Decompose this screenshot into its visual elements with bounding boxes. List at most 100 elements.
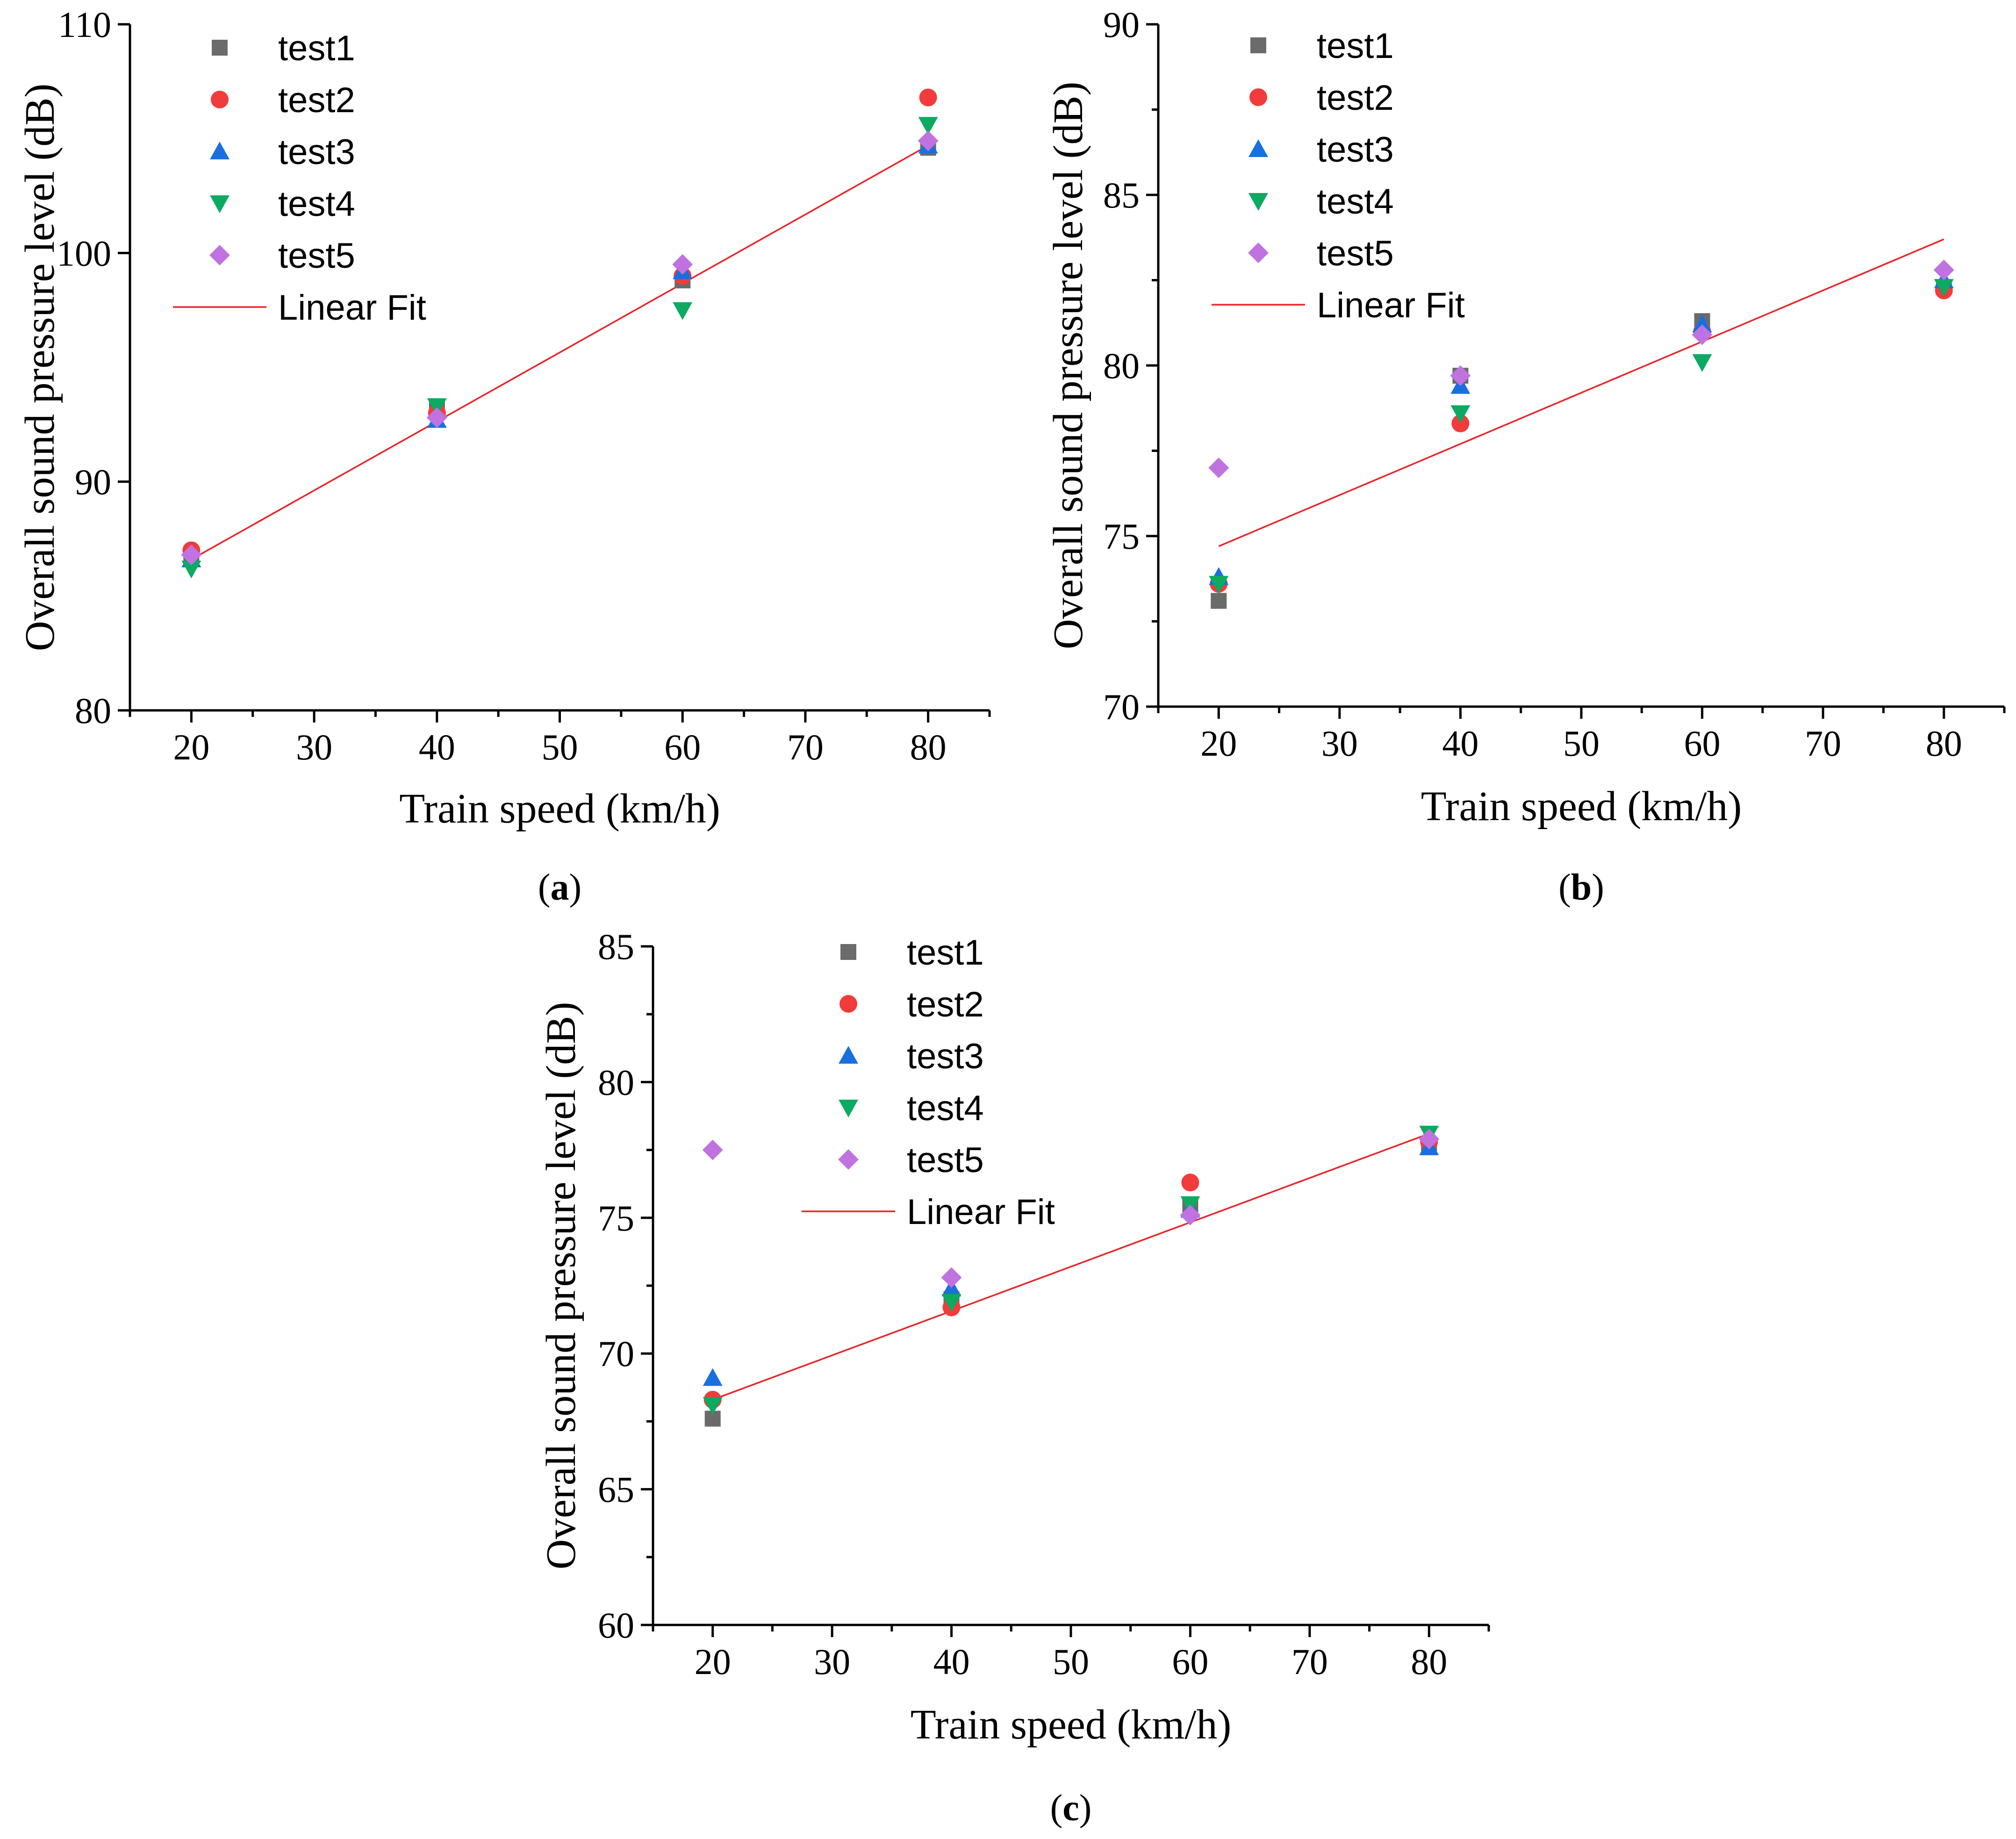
y-tick-label: 75 (598, 1198, 634, 1238)
x-tick-label: 30 (814, 1641, 850, 1682)
caption-open-paren: ( (538, 867, 551, 908)
y-tick-label: 70 (1103, 687, 1140, 727)
caption-close-paren: ) (1079, 1788, 1092, 1829)
legend: test1 test2 test3 test4 test5 Linear Fit (802, 933, 1055, 1232)
y-tick-label: 85 (598, 926, 634, 967)
legend-label-linear-fit: Linear Fit (1317, 286, 1465, 325)
x-tick-label: 80 (910, 727, 947, 767)
legend-marker-test5 (838, 1149, 859, 1170)
legend-label-test2: test2 (1317, 78, 1394, 118)
y-axis-title: Overall sound pressure level (dB) (538, 1002, 584, 1570)
x-tick-label: 50 (1053, 1641, 1089, 1682)
test5-point (1419, 1129, 1440, 1150)
x-tick-label: 70 (1291, 1641, 1328, 1682)
chart-panel-c: 20 30 40 50 60 70 80 60 65 70 75 80 85 Train speed (k… (538, 926, 1490, 1829)
test4-point (1692, 354, 1712, 372)
test4-point (1209, 576, 1229, 594)
legend-marker-test3 (839, 1046, 858, 1064)
test5-point (672, 254, 693, 275)
test4-point (673, 302, 693, 320)
caption-close-paren: ) (1592, 867, 1604, 908)
panel-caption: (a) (538, 867, 581, 908)
legend-label-linear-fit: Linear Fit (907, 1192, 1055, 1232)
legend-marker-test5 (1248, 243, 1269, 263)
test4-point (1450, 405, 1471, 423)
caption-letter: c (1062, 1788, 1079, 1829)
y-tick-label: 60 (598, 1605, 634, 1646)
linear-fit-line (191, 144, 929, 560)
x-tick-label: 50 (1563, 723, 1600, 764)
caption-close-paren: ) (569, 867, 582, 908)
x-tick-label: 20 (695, 1641, 731, 1682)
test2-point (1181, 1174, 1199, 1192)
test2-point (1451, 415, 1470, 433)
x-tick-label: 20 (173, 727, 209, 767)
legend-marker-test3 (210, 142, 230, 159)
legend-marker-test1 (1250, 37, 1266, 53)
x-tick-label: 80 (1926, 723, 1962, 764)
caption-open-paren: ( (1050, 1788, 1063, 1829)
x-tick-label: 70 (787, 727, 824, 767)
x-tick-label: 40 (1442, 723, 1478, 764)
legend-label-test1: test1 (907, 933, 984, 973)
test5-point (1933, 259, 1954, 280)
y-tick-label: 65 (598, 1469, 634, 1510)
x-tick-label: 60 (1172, 1641, 1208, 1682)
x-tick-label: 40 (419, 727, 455, 767)
legend-marker-test4 (210, 195, 230, 213)
panel-caption: (c) (1050, 1788, 1092, 1829)
x-tick-label: 30 (1321, 723, 1358, 764)
x-axis-title: Train speed (km/h) (399, 786, 720, 832)
test5-point (1208, 458, 1229, 478)
legend-marker-test5 (209, 245, 230, 265)
y-tick-label: 90 (75, 462, 111, 502)
legend-label-test4: test4 (278, 184, 355, 224)
legend-marker-test4 (839, 1100, 858, 1117)
test4-point (181, 560, 201, 579)
legend-marker-test2 (1249, 88, 1267, 106)
legend-marker-test2 (839, 995, 857, 1013)
test4-point (427, 398, 447, 416)
test5-point (1692, 324, 1713, 345)
test4-point (918, 117, 938, 135)
x-tick-label: 30 (296, 727, 332, 767)
test5-point (702, 1139, 723, 1160)
x-tick-label: 60 (1684, 723, 1721, 764)
legend-label-test5: test5 (907, 1140, 984, 1180)
y-tick-label: 70 (598, 1333, 634, 1374)
linear-fit-line (1218, 238, 1944, 547)
legend-label-test2: test2 (907, 985, 984, 1024)
y-tick-label: 80 (75, 690, 111, 731)
legend-label-test5: test5 (1317, 234, 1394, 273)
y-axis-title: Overall sound pressure level (dB) (17, 84, 63, 651)
test3-point (703, 1368, 723, 1386)
test5-point (1180, 1204, 1201, 1225)
test4-point (703, 1397, 723, 1415)
legend-marker-test4 (1248, 193, 1268, 211)
y-axis-title: Overall sound pressure level (dB) (1045, 82, 1091, 650)
legend-label-linear-fit: Linear Fit (278, 288, 426, 328)
panel-caption: (b) (1558, 867, 1604, 908)
test5-point (918, 130, 939, 151)
caption-letter: b (1571, 867, 1592, 908)
y-tick-label: 110 (58, 4, 111, 45)
test5-point (1450, 365, 1471, 386)
x-tick-label: 80 (1411, 1641, 1447, 1682)
chart-panel-b: 20 30 40 50 60 70 80 70 75 80 85 90 Train speed (km/… (1045, 4, 2006, 908)
x-tick-label: 70 (1805, 723, 1841, 764)
legend-label-test1: test1 (278, 29, 355, 68)
legend-label-test4: test4 (907, 1088, 984, 1128)
x-tick-label: 40 (933, 1641, 970, 1682)
legend-marker-test3 (1248, 139, 1268, 157)
test4-point (1934, 279, 1954, 297)
y-tick-label: 80 (598, 1062, 634, 1102)
test4-point (941, 1294, 961, 1312)
test3-point (1692, 315, 1712, 333)
legend-label-test5: test5 (278, 236, 355, 276)
y-tick-label: 90 (1103, 4, 1140, 45)
legend: test1 test2 test3 test4 test5 Linear Fit (1212, 26, 1465, 325)
y-tick-label: 85 (1103, 175, 1140, 215)
legend-label-test2: test2 (278, 80, 355, 120)
test5-point (941, 1267, 962, 1288)
